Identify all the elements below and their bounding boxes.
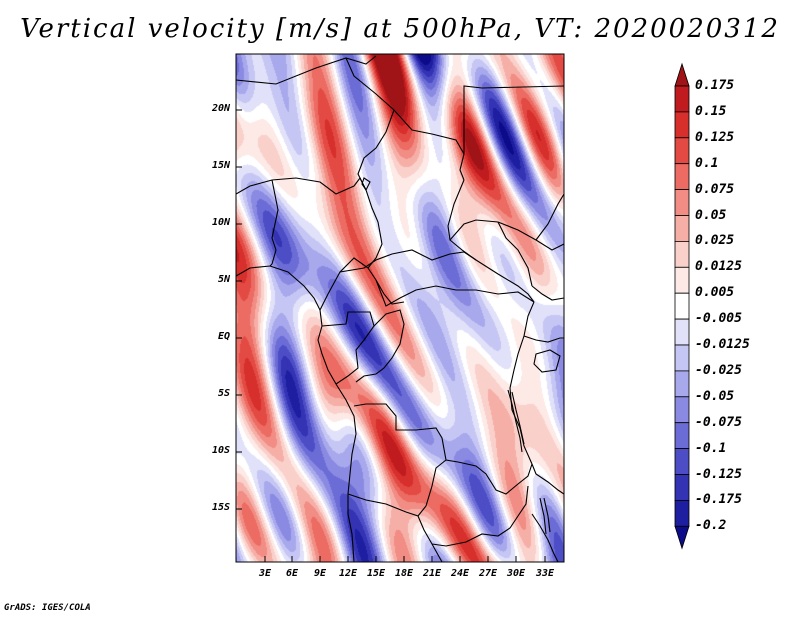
lon-label: 6E — [285, 568, 299, 579]
colorbar-label: -0.025 — [695, 362, 742, 378]
colorbar-segment — [674, 499, 690, 527]
colorbar-segment — [674, 85, 690, 113]
lat-label: 5S — [217, 388, 230, 399]
colorbar-segment — [674, 189, 690, 216]
lon-label: 27E — [478, 568, 498, 579]
lon-label: 21E — [422, 568, 442, 579]
footer-credit: GrADS: IGES/COLA — [4, 603, 91, 613]
lat-label: EQ — [217, 331, 230, 342]
colorbar-segment — [674, 318, 690, 346]
colorbar-label: 0.15 — [695, 103, 727, 119]
colorbar-segment — [674, 163, 690, 190]
colorbar-label: 0.005 — [695, 285, 735, 301]
colorbar-label: 0.175 — [695, 78, 735, 93]
colorbar-label: 0.125 — [695, 129, 735, 145]
lat-label: 10S — [211, 445, 230, 456]
colorbar-segment — [674, 266, 690, 294]
colorbar-label: 0.0125 — [695, 259, 742, 275]
colorbar-segment — [674, 215, 690, 242]
colorbar-label: -0.05 — [695, 388, 735, 404]
colorbar-label: -0.1 — [695, 440, 727, 456]
colorbar-label: 0.05 — [695, 207, 727, 223]
colorbar-label: -0.075 — [695, 414, 742, 430]
lon-label: 18E — [394, 568, 414, 579]
lon-label: 12E — [338, 568, 358, 579]
plot-title: Vertical velocity [m/s] at 500hPa, VT: 2… — [20, 14, 780, 44]
lat-label: 20N — [211, 103, 230, 114]
lat-label: 10N — [211, 217, 230, 228]
colorbar-segment — [674, 240, 690, 268]
lon-label: 24E — [450, 568, 470, 579]
colorbar-label: -0.0125 — [695, 337, 750, 352]
colorbar-label: 0.025 — [695, 233, 735, 249]
colorbar-segment — [674, 422, 690, 450]
colorbar-segment — [674, 111, 690, 139]
lon-label: 9E — [313, 568, 327, 579]
lat-label: 5N — [217, 274, 230, 285]
lon-label: 15E — [366, 568, 386, 579]
colorbar-segment — [674, 448, 690, 475]
colorbar-segment — [674, 137, 690, 165]
colorbar-segment — [674, 396, 690, 424]
colorbar-segment — [674, 292, 690, 320]
colorbar-label: 0.075 — [695, 181, 735, 197]
lat-label: 15S — [211, 502, 230, 513]
lon-label: 33E — [535, 568, 555, 579]
colorbar-label: -0.125 — [695, 466, 742, 482]
colorbar-label: -0.005 — [695, 311, 742, 327]
colorbar-label: -0.175 — [695, 492, 742, 508]
lon-label: 30E — [506, 568, 526, 579]
colorbar-bottom-arrow — [674, 525, 690, 550]
colorbar-segment — [674, 344, 690, 372]
colorbar-label: 0.1 — [695, 155, 719, 171]
colorbar-top-arrow — [674, 62, 690, 87]
colorbar-segment — [674, 370, 690, 398]
colorbar-label: -0.2 — [695, 518, 727, 534]
colorbar-segment — [674, 474, 690, 501]
lat-label: 15N — [211, 160, 230, 171]
lon-label: 3E — [258, 568, 272, 579]
